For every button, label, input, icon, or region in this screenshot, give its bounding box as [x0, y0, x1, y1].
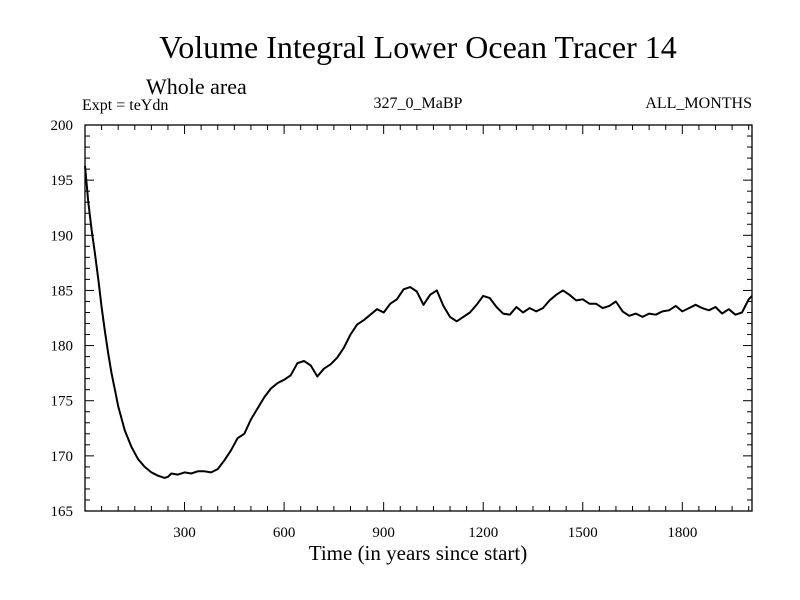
x-tick-label: 1200: [468, 525, 498, 541]
x-tick-label: 1800: [667, 525, 697, 541]
y-tick-label: 175: [51, 394, 74, 410]
y-tick-label: 200: [51, 118, 74, 134]
x-axis-label: Time (in years since start): [309, 541, 528, 565]
months-label: ALL_MONTHS: [645, 95, 752, 112]
y-tick-label: 185: [51, 283, 74, 299]
experiment-label: Expt = teYdn: [82, 97, 168, 114]
x-tick-label: 300: [173, 525, 196, 541]
x-tick-label: 900: [372, 525, 395, 541]
series-line: [84, 165, 753, 479]
y-tick-label: 170: [51, 449, 74, 465]
plot-frame: [84, 124, 753, 512]
chart-title: Volume Integral Lower Ocean Tracer 14: [159, 29, 676, 65]
axis-ticks: [85, 125, 752, 511]
y-tick-label: 165: [51, 504, 74, 520]
x-tick-label: 1500: [568, 525, 598, 541]
x-tick-label: 600: [273, 525, 296, 541]
y-tick-label: 190: [51, 228, 74, 244]
y-tick-label: 195: [51, 173, 74, 189]
period-label: 327_0_MaBP: [374, 95, 463, 112]
axis-tick-labels: 300 600 900 1200 1500 1800 165 170 175 180 185 190 1…: [51, 118, 698, 541]
y-tick-label: 180: [51, 339, 74, 355]
chart-subtitle: Whole area: [146, 74, 247, 99]
